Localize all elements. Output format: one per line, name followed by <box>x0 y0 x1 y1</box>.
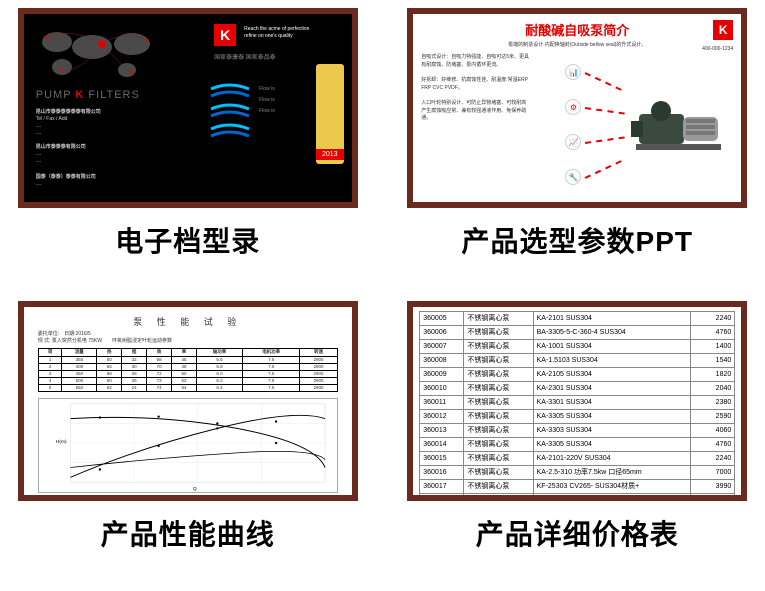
arrow-icon <box>585 160 622 179</box>
thumb-ppt[interactable]: K 400-000-1234 耐酸碱自吸泵简介 泵端的制造设计·内配换轴封(Ou… <box>407 8 747 208</box>
pump-image <box>624 54 733 194</box>
table-row: 360013不锈钢离心泵KA-3303 SUS3044060 <box>420 423 735 437</box>
hotline: 400-000-1234 <box>702 46 733 52</box>
ppt-title: 耐酸碱自吸泵简介 <box>421 20 733 39</box>
table-row: 360012不锈钢离心泵KA-3305 SUS3042590 <box>420 409 735 423</box>
company-2: 昆山市泰泰泰有限公司........ <box>36 144 86 165</box>
caption-curve: 产品性能曲线 <box>101 513 275 553</box>
caption-ppt: 产品选型参数PPT <box>462 220 693 260</box>
worldmap-graphic <box>32 22 172 82</box>
cell-curve: 泵 性 能 试 验 委托单位: 日期:2016/5 规 式: 泵入突然分机电 7… <box>8 301 368 584</box>
subtag: 国家泰康泰 国家泰品泰 <box>214 52 276 61</box>
arrow-icon <box>585 136 625 144</box>
feature-icon: ⚙ <box>565 99 581 115</box>
cell-catalog: PUMP K FILTERS 昆山市泰泰泰泰泰泰有限公司Tel / Fax / … <box>8 8 368 291</box>
caption-catalog: 电子档型录 <box>115 220 260 260</box>
ppt-subtitle: 泵端的制造设计·内配换轴封(Outside bellow seal)的升式设计。 <box>421 41 733 48</box>
table-row: 360008不锈钢离心泵KA-1.5103 SUS3041540 <box>420 353 735 367</box>
feature-icon: 📈 <box>565 134 581 150</box>
arrow-icon <box>585 72 622 91</box>
table-row: 360018不锈钢离心泵7.5HP SUS3044060 <box>420 493 735 501</box>
feature-icon: 🔧 <box>565 169 581 185</box>
performance-table: 项流量扬程效率轴功率电机功率转速 1350503268455.57.529002… <box>38 348 338 392</box>
thumbnail-grid: PUMP K FILTERS 昆山市泰泰泰泰泰泰有限公司Tel / Fax / … <box>8 8 757 583</box>
cell-ppt: K 400-000-1234 耐酸碱自吸泵简介 泵端的制造设计·内配换轴封(Ou… <box>398 8 758 291</box>
arrow-icon <box>585 107 625 115</box>
feature-icon: 📊 <box>565 64 581 80</box>
table-row: 360009不锈钢离心泵KA-2105 SUS3041820 <box>420 367 735 381</box>
cell-price: 360005不锈钢离心泵KA-2101 SUS3042240360006不锈钢离… <box>398 301 758 584</box>
catalog-right: K Reach the acme of perfection refine on… <box>204 14 352 202</box>
wave-graphic <box>209 79 289 149</box>
k-logo-icon: K <box>214 24 236 46</box>
price-table: 360005不锈钢离心泵KA-2101 SUS3042240360006不锈钢离… <box>419 311 735 501</box>
table-row: 360007不锈钢离心泵KA-1001 SUS3041400 <box>420 339 735 353</box>
pump-title: PUMP K FILTERS <box>36 89 140 101</box>
brochure-icon: 2013 <box>316 64 344 164</box>
table-row: 360016不锈钢离心泵KA-2.5-310 功率7.5kw 口径65mm700… <box>420 465 735 479</box>
performance-chart: H(m) Q <box>38 398 338 493</box>
table-row: 360017不锈钢离心泵KF-25303 CV265- SUS304材质+399… <box>420 479 735 493</box>
table-row: 360010不锈钢离心泵KA-2301 SUS3042040 <box>420 381 735 395</box>
tagline: Reach the acme of perfection refine on o… <box>244 26 309 39</box>
table-row: 360006不锈钢离心泵BA-3305-5-C-360-4 SUS3044760 <box>420 325 735 339</box>
caption-price: 产品详细价格表 <box>476 513 679 553</box>
k-logo-icon: K <box>713 20 733 40</box>
thumb-curve[interactable]: 泵 性 能 试 验 委托单位: 日期:2016/5 规 式: 泵入突然分机电 7… <box>18 301 358 501</box>
ppt-diagram: 📊 ⚙ 📈 🔧 <box>530 54 624 194</box>
curve-title: 泵 性 能 试 验 <box>38 315 338 328</box>
curve-meta: 委托单位: 日期:2016/5 规 式: 泵入突然分机电 75KW 环氧树脂浸定… <box>38 330 338 344</box>
thumb-price[interactable]: 360005不锈钢离心泵KA-2101 SUS3042240360006不锈钢离… <box>407 301 747 501</box>
thumb-catalog[interactable]: PUMP K FILTERS 昆山市泰泰泰泰泰泰有限公司Tel / Fax / … <box>18 8 358 208</box>
table-row: 360015不锈钢离心泵KA-2101-220V SUS3042240 <box>420 451 735 465</box>
table-row: 360011不锈钢离心泵KA-3301 SUS3042380 <box>420 395 735 409</box>
year-badge: 2013 <box>316 149 344 160</box>
catalog-left: PUMP K FILTERS 昆山市泰泰泰泰泰泰有限公司Tel / Fax / … <box>24 14 204 202</box>
table-row: 360005不锈钢离心泵KA-2101 SUS3042240 <box>420 311 735 325</box>
svg-text:Q: Q <box>193 486 197 492</box>
wave-text: Flow is Flow is Flow is <box>259 84 275 117</box>
table-row: 360014不锈钢离心泵KA-3305 SUS3044760 <box>420 437 735 451</box>
svg-text:H(m): H(m) <box>56 439 67 445</box>
company-3: 国泰（泰泰）泰泰有限公司.... <box>36 174 96 188</box>
ppt-text: 自吸式设计：自吸力特强能、自吸可达5米、更具有耐腐蚀、防堵塞、泵内循环更流。 好… <box>421 54 530 194</box>
company-1: 昆山市泰泰泰泰泰泰有限公司Tel / Fax / Add........ <box>36 109 101 137</box>
